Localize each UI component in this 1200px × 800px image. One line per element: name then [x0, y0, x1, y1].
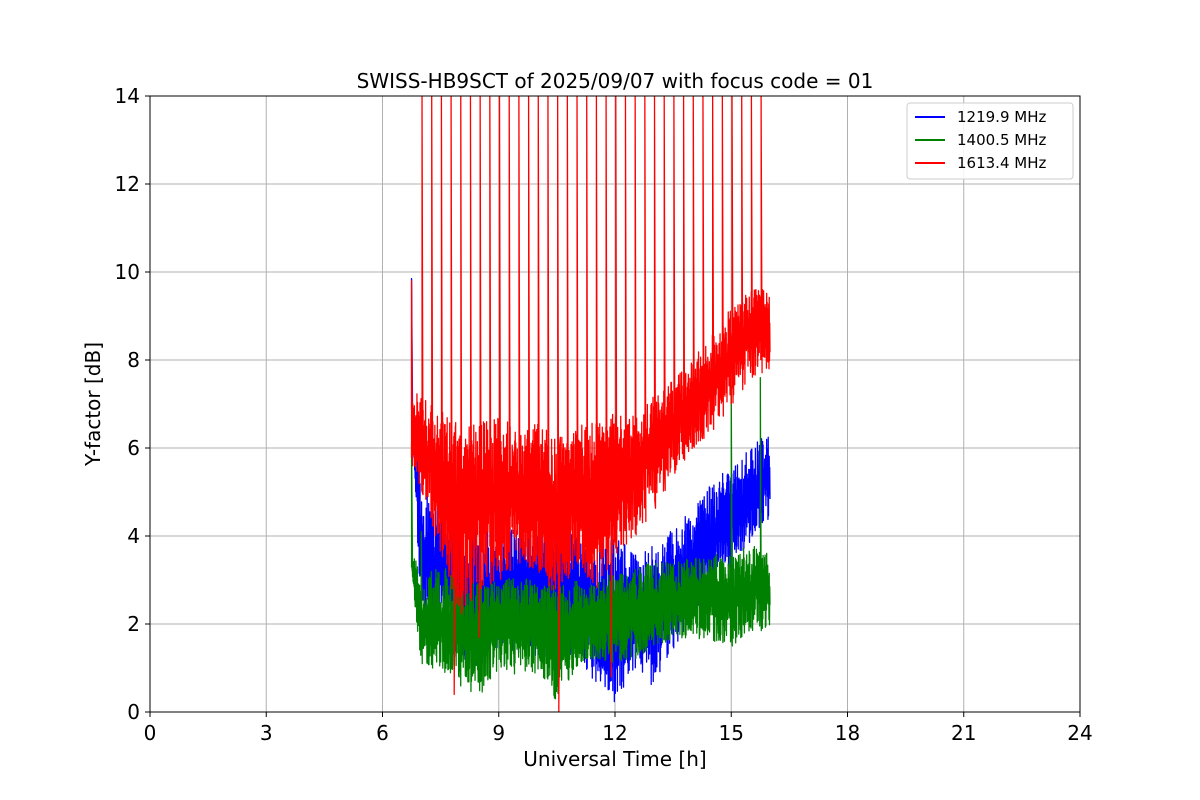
y-tick-label: 8: [127, 348, 140, 372]
x-tick-label: 24: [1067, 721, 1092, 745]
y-tick-label: 0: [127, 700, 140, 724]
x-tick-label: 15: [719, 721, 744, 745]
y-tick-label: 10: [115, 260, 140, 284]
legend-label: 1219.9 MHz: [957, 108, 1046, 126]
series-line: [410, 376, 771, 700]
x-tick-label: 3: [260, 721, 273, 745]
x-tick-label: 12: [602, 721, 627, 745]
x-tick-label: 18: [835, 721, 860, 745]
x-tick-label: 0: [144, 721, 157, 745]
legend: 1219.9 MHz 1400.5 MHz 1613.4 MHz: [906, 102, 1074, 180]
chart-title: SWISS-HB9SCT of 2025/09/07 with focus co…: [357, 69, 874, 93]
series-1400-5-mhz: [410, 376, 771, 700]
x-tick-label: 21: [951, 721, 976, 745]
x-tick-label: 9: [492, 721, 505, 745]
legend-label: 1613.4 MHz: [957, 154, 1046, 172]
x-axis-label: Universal Time [h]: [523, 747, 706, 771]
y-tick-label: 4: [127, 524, 140, 548]
series-line: [410, 96, 771, 712]
legend-box: [906, 102, 1074, 180]
legend-label: 1400.5 MHz: [957, 131, 1046, 149]
y-tick-label: 14: [115, 84, 140, 108]
y-tick-label: 6: [127, 436, 140, 460]
y-tick-label: 12: [115, 172, 140, 196]
series-1613-4-mhz: [410, 96, 771, 712]
y-tick-label: 2: [127, 612, 140, 636]
series-layer: [410, 96, 771, 712]
y-axis-label: Y-factor [dB]: [81, 342, 105, 467]
x-tick-label: 6: [376, 721, 389, 745]
